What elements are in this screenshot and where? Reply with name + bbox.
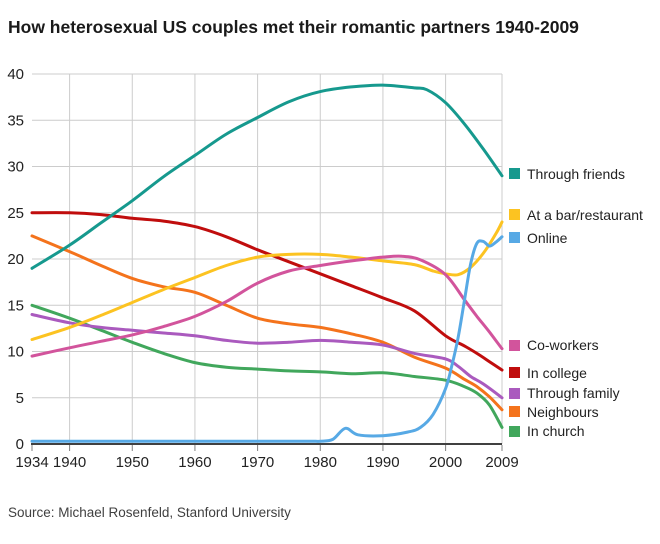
x-tick-label-2009: 2009 <box>485 454 518 471</box>
y-tick-label-15: 15 <box>7 297 24 314</box>
y-tick-label-10: 10 <box>7 344 24 361</box>
series-line-online <box>30 235 504 443</box>
series-line-neighbours <box>30 234 504 412</box>
x-tick-label-1934: 1934 <box>15 454 48 471</box>
x-tick-label-1980: 1980 <box>304 454 337 471</box>
x-tick-label-1950: 1950 <box>116 454 149 471</box>
x-tick-label-1940: 1940 <box>53 454 86 471</box>
y-tick-label-40: 40 <box>7 66 24 83</box>
source-attribution: Source: Michael Rosenfeld, Stanford Univ… <box>8 505 291 520</box>
y-tick-label-30: 30 <box>7 159 24 176</box>
y-tick-label-25: 25 <box>7 205 24 222</box>
series-line-through-family <box>30 313 504 400</box>
series-line-in-church <box>30 303 504 429</box>
series-line-through-friends <box>30 83 504 270</box>
y-tick-label-35: 35 <box>7 112 24 129</box>
y-tick-label-0: 0 <box>16 436 24 453</box>
y-tick-label-20: 20 <box>7 251 24 268</box>
x-tick-label-2000: 2000 <box>429 454 462 471</box>
chart-title: How heterosexual US couples met their ro… <box>8 16 579 37</box>
x-tick-label-1970: 1970 <box>241 454 274 471</box>
series-line-in-college <box>30 211 504 372</box>
x-tick-label-1960: 1960 <box>178 454 211 471</box>
x-tick-label-1990: 1990 <box>366 454 399 471</box>
y-tick-label-5: 5 <box>16 390 24 407</box>
